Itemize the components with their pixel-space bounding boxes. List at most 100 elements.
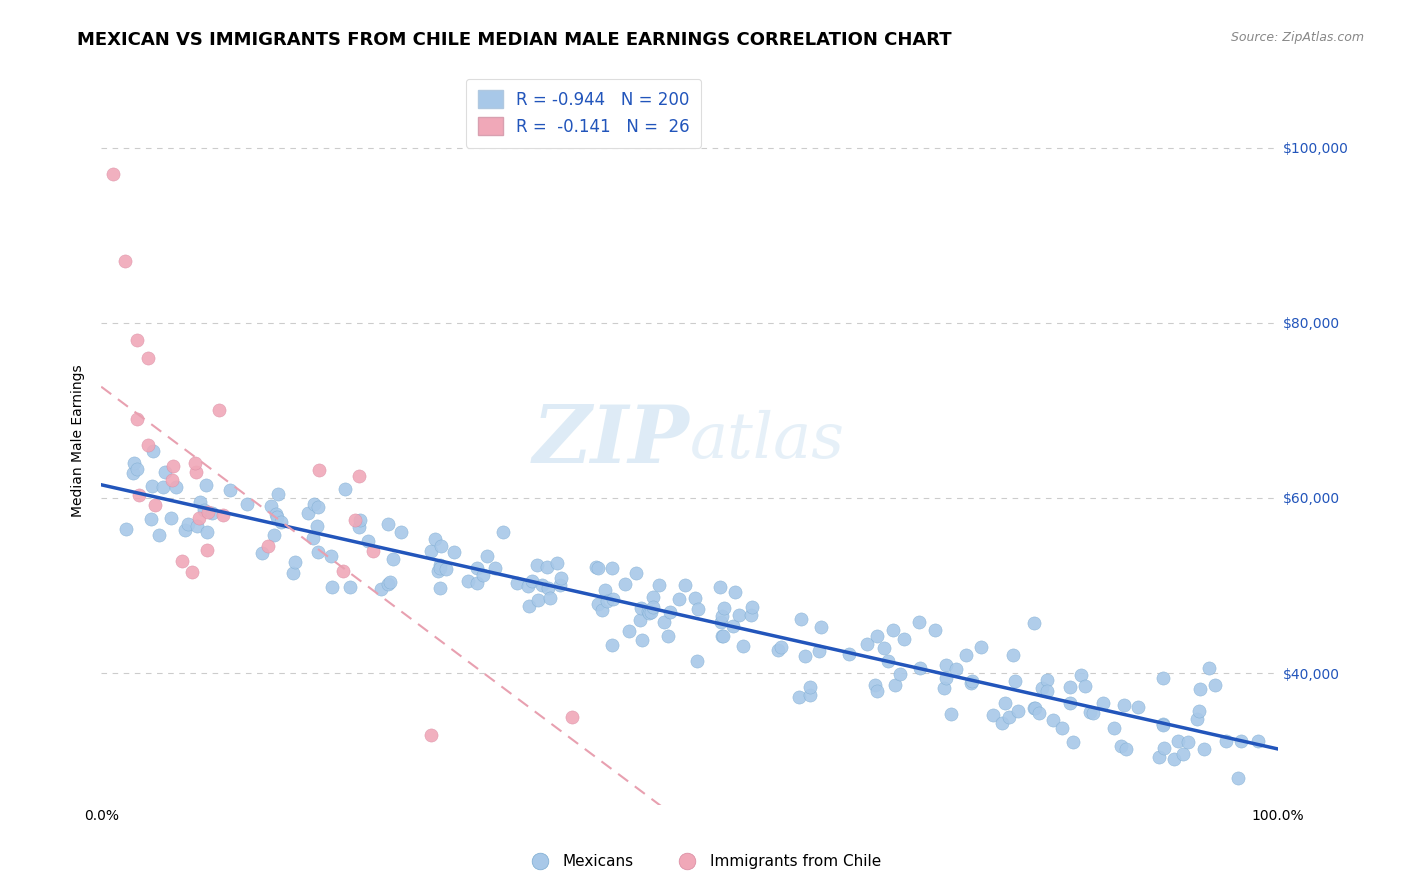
Point: [1185, 712, 1208, 726]
Point: [186, 465, 208, 479]
Point: [591, 602, 613, 616]
Point: [301, 532, 323, 546]
Point: [526, 558, 548, 573]
Point: [526, 593, 548, 607]
Point: [637, 604, 659, 618]
Point: [174, 523, 197, 537]
Point: [1153, 741, 1175, 756]
Point: [332, 564, 354, 578]
Point: [1215, 734, 1237, 748]
Point: [377, 516, 399, 531]
Point: [519, 599, 541, 613]
Point: [148, 527, 170, 541]
Point: [585, 559, 607, 574]
Point: [991, 715, 1014, 730]
Point: [1031, 681, 1053, 695]
Point: [710, 615, 733, 629]
Point: [201, 506, 224, 520]
Point: [197, 505, 219, 519]
Point: [193, 503, 215, 517]
Point: [1074, 679, 1097, 693]
Point: [522, 574, 544, 588]
Point: [1004, 674, 1026, 689]
Point: [165, 480, 187, 494]
Point: [377, 577, 399, 591]
Point: [863, 678, 886, 692]
Point: [531, 577, 554, 591]
Point: [602, 591, 624, 606]
Point: [321, 580, 343, 594]
Point: [1152, 718, 1174, 732]
Point: [361, 544, 384, 558]
Point: [1002, 648, 1025, 663]
Point: [162, 459, 184, 474]
Point: [267, 487, 290, 501]
Point: [370, 582, 392, 596]
Point: [347, 519, 370, 533]
Point: [1204, 678, 1226, 692]
Point: [141, 479, 163, 493]
Point: [981, 707, 1004, 722]
Point: [561, 710, 583, 724]
Point: [257, 539, 280, 553]
Point: [711, 629, 734, 643]
Point: [155, 465, 177, 479]
Point: [195, 524, 218, 539]
Point: [188, 495, 211, 509]
Legend: R = -0.944   N = 200, R =  -0.141   N =  26: R = -0.944 N = 200, R = -0.141 N = 26: [465, 78, 702, 147]
Point: [1163, 752, 1185, 766]
Point: [1042, 713, 1064, 727]
Point: [546, 556, 568, 570]
Point: [429, 561, 451, 575]
Point: [141, 512, 163, 526]
Point: [856, 637, 879, 651]
Point: [873, 640, 896, 655]
Point: [628, 613, 651, 627]
Point: [1036, 683, 1059, 698]
Point: [932, 681, 955, 695]
Point: [270, 515, 292, 529]
Point: [668, 591, 690, 606]
Point: [799, 688, 821, 702]
Point: [630, 632, 652, 647]
Point: [1062, 735, 1084, 749]
Point: [1083, 706, 1105, 720]
Point: [710, 629, 733, 643]
Point: [1152, 717, 1174, 731]
Point: [339, 580, 361, 594]
Point: [550, 571, 572, 585]
Point: [630, 601, 652, 615]
Point: [588, 598, 610, 612]
Point: [195, 543, 218, 558]
Point: [877, 654, 900, 668]
Point: [799, 680, 821, 694]
Point: [959, 675, 981, 690]
Point: [769, 640, 792, 654]
Point: [1226, 772, 1249, 786]
Point: [810, 620, 832, 634]
Text: atlas: atlas: [690, 410, 845, 472]
Point: [122, 456, 145, 470]
Point: [637, 606, 659, 620]
Point: [536, 581, 558, 595]
Point: [426, 564, 449, 578]
Point: [484, 561, 506, 575]
Point: [195, 478, 218, 492]
Point: [1114, 698, 1136, 713]
Point: [136, 438, 159, 452]
Point: [475, 549, 498, 564]
Point: [600, 560, 623, 574]
Point: [506, 576, 529, 591]
Point: [264, 508, 287, 522]
Point: [1036, 673, 1059, 688]
Point: [793, 649, 815, 664]
Point: [998, 710, 1021, 724]
Point: [960, 673, 983, 688]
Point: [419, 727, 441, 741]
Point: [1198, 660, 1220, 674]
Point: [423, 533, 446, 547]
Point: [457, 574, 479, 588]
Point: [924, 623, 946, 637]
Point: [136, 351, 159, 365]
Point: [122, 467, 145, 481]
